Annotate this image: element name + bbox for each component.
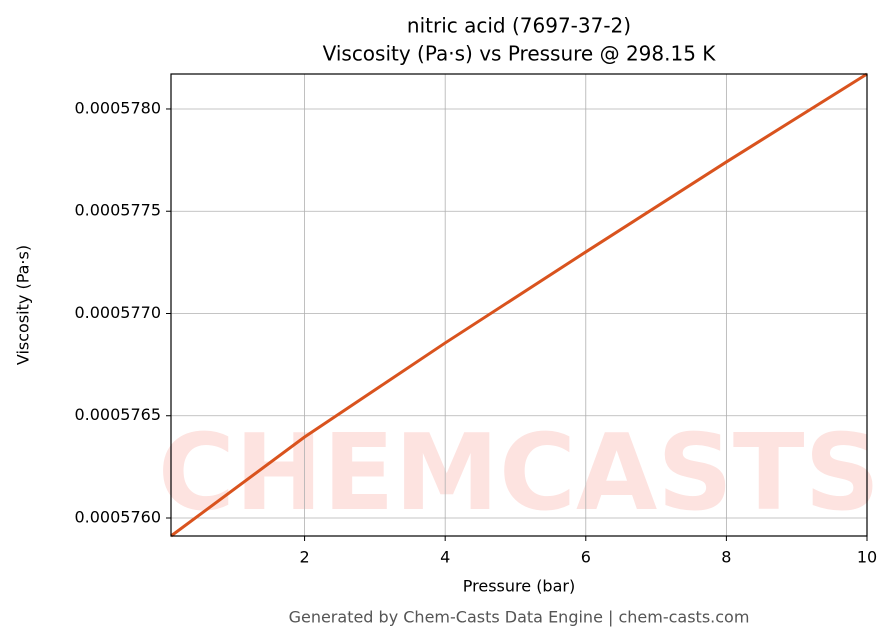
x-tick-label: 6 — [581, 548, 591, 567]
x-tick-label: 4 — [440, 548, 450, 567]
x-tick-label: 10 — [857, 548, 877, 567]
plot-frame — [170, 73, 868, 537]
x-tick-label: 2 — [299, 548, 309, 567]
y-tick-label: 0.0005780 — [74, 98, 161, 117]
chart-title: nitric acid (7697-37-2) — [407, 14, 631, 38]
x-tick-label: 8 — [721, 548, 731, 567]
y-axis-label: Viscosity (Pa·s) — [14, 245, 33, 365]
watermark: CHEMCASTS — [158, 412, 880, 534]
y-tick-label: 0.0005775 — [74, 201, 161, 220]
chart-subtitle: Viscosity (Pa·s) vs Pressure @ 298.15 K — [323, 42, 717, 66]
x-axis-label: Pressure (bar) — [463, 577, 575, 596]
y-tick-label: 0.0005760 — [74, 508, 161, 527]
y-tick-label: 0.0005770 — [74, 303, 161, 322]
data-line — [170, 72, 868, 538]
footer: Generated by Chem-Casts Data Engine | ch… — [289, 608, 750, 627]
y-tick-label: 0.0005765 — [74, 405, 161, 424]
